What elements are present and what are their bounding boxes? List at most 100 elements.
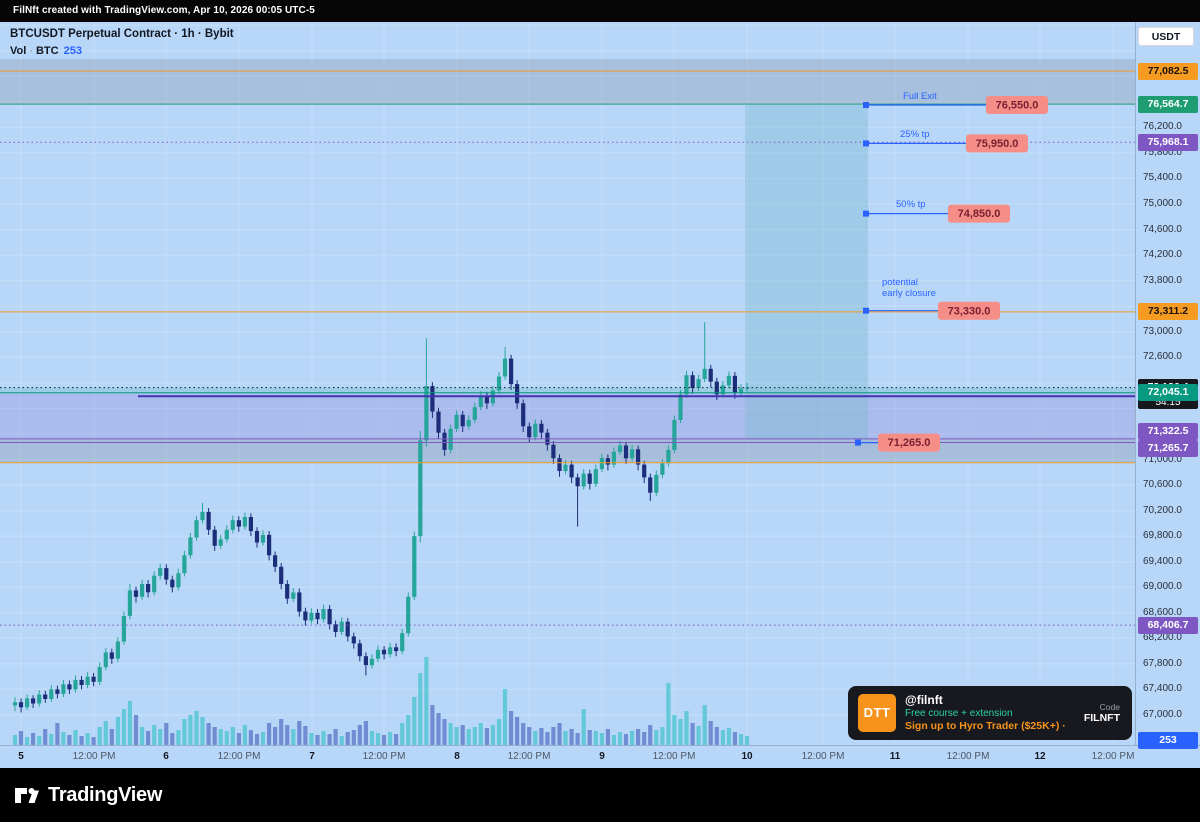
price-level-badge: 77,082.5	[1138, 62, 1198, 80]
trade-price-badge	[938, 301, 1000, 320]
price-level-badge: 73,311.2	[1138, 303, 1198, 321]
time-tick-label: 12:00 PM	[362, 751, 406, 762]
trade-line-handle	[863, 307, 869, 314]
trade-price-badge	[986, 96, 1048, 114]
price-tick-label: 69,000.0	[1143, 581, 1182, 593]
trade-annotation-full-exit[interactable]: Full Exit 76,550.0	[863, 91, 1048, 114]
time-tick-label: 11	[889, 751, 901, 762]
svg-text:76,550.0: 76,550.0	[996, 100, 1039, 112]
trade-price-badge	[948, 204, 1010, 223]
trade-price-badge	[966, 134, 1028, 153]
price-tick-label: 76,200.0	[1143, 121, 1182, 133]
time-tick-label: 12:00 PM	[801, 751, 845, 762]
price-tick-label: 70,600.0	[1143, 479, 1182, 491]
price-level-badge: 75,968.1	[1138, 133, 1198, 151]
trade-line-handle	[855, 439, 861, 446]
currency-toggle-usdt[interactable]: USDT	[1138, 27, 1194, 46]
price-tick-label: 74,600.0	[1143, 223, 1182, 235]
time-tick-label: 12:00 PM	[652, 751, 696, 762]
price-axis[interactable]: 76,200.0 75,800.0 75,400.0 75,000.0 74,600.0…	[1135, 22, 1200, 749]
promo-offer: Free course + extension	[905, 707, 1013, 719]
promo-text-block: @filnft Free course + extension Sign up …	[905, 693, 1075, 733]
price-tick-label: 70,200.0	[1143, 504, 1182, 516]
volume-currency: BTC	[35, 45, 59, 57]
trade-annotation-label: Full Exit	[903, 91, 937, 102]
candles-series	[12, 322, 750, 713]
dtt-logo: DTT	[858, 694, 896, 732]
price-level-badge: 71,322.5	[1138, 422, 1198, 440]
price-tick-label: 73,000.0	[1143, 325, 1182, 337]
tradingview-wordmark: TradingView	[48, 783, 163, 806]
time-tick-label: 7	[309, 751, 315, 762]
time-tick-label: 12:00 PM	[1091, 751, 1135, 762]
footer-bar: TradingView	[0, 768, 1200, 822]
price-tick-label: 67,800.0	[1143, 657, 1182, 669]
time-tick-label: 12	[1034, 751, 1046, 762]
price-chart-canvas[interactable]: Full Exit 76,550.0 25% tp 75,950.0 50% tp 74,…	[0, 0, 1135, 745]
price-tick-label: 75,400.0	[1143, 172, 1182, 184]
legend-separator: ·	[29, 45, 33, 57]
tradingview-logo-icon	[15, 788, 39, 803]
time-tick-label: 12:00 PM	[217, 751, 261, 762]
trade-price-badge	[878, 433, 940, 452]
svg-text:75,950.0: 75,950.0	[976, 138, 1019, 150]
price-tick-label: 69,400.0	[1143, 555, 1182, 567]
price-level-badge: 72,045.1	[1138, 384, 1198, 402]
projection-zone[interactable]	[745, 105, 868, 439]
time-tick-label: 12:00 PM	[507, 751, 551, 762]
price-tick-label: 75,000.0	[1143, 198, 1182, 210]
grid	[0, 22, 1135, 745]
price-level-badge: 68,406.7	[1138, 616, 1198, 634]
trade-annotation-stop[interactable]: 71,265.0	[855, 433, 940, 452]
attribution-bar: FilNft created with TradingView.com, Apr…	[0, 0, 1200, 22]
trade-annotation-label: 50% tp	[896, 199, 926, 210]
price-tick-label: 75,800.0	[1143, 146, 1182, 158]
price-tick-label: 69,800.0	[1143, 530, 1182, 542]
trade-annotation-tp-25[interactable]: 25% tp 75,950.0	[863, 129, 1028, 153]
trade-annotation-tp-50[interactable]: 50% tp 74,850.0	[863, 199, 1010, 223]
price-tick-label: 67,400.0	[1143, 683, 1182, 695]
price-level-badge: 76,564.7	[1138, 95, 1198, 113]
trade-line-handle	[863, 140, 869, 147]
volume-value: 253	[63, 45, 82, 57]
bar-countdown: 54:15	[1155, 397, 1181, 409]
chart-legend: BTCUSDT Perpetual Contract · 1h · Bybit …	[10, 28, 234, 57]
chart-area: Full Exit 76,550.0 25% tp 75,950.0 50% tp 74,…	[0, 0, 1200, 768]
promo-code-value: FILNFT	[1083, 711, 1120, 724]
price-tick-label: 72,600.0	[1143, 351, 1182, 363]
symbol-legend[interactable]: BTCUSDT Perpetual Contract · 1h · Bybit	[10, 28, 234, 40]
promo-banner[interactable]: DTT @filnft Free course + extension Sign…	[848, 686, 1132, 740]
zone-band	[0, 392, 1135, 439]
promo-code-block: Code FILNFT	[1084, 702, 1122, 725]
time-tick-label: 6	[163, 751, 169, 762]
volume-indicator-legend[interactable]: Vol · BTC 253	[10, 45, 234, 57]
svg-text:74,850.0: 74,850.0	[958, 208, 1001, 220]
time-tick-label: 5	[18, 751, 24, 762]
time-tick-label: 9	[599, 751, 605, 762]
zone-band	[0, 387, 1135, 393]
trade-annotation-label: potential	[882, 277, 918, 288]
zone-band	[0, 59, 1135, 104]
promo-code-label: Code	[1099, 701, 1120, 712]
price-tick-label: 67,000.0	[1143, 708, 1182, 720]
price-tick-label: 74,200.0	[1143, 249, 1182, 261]
trade-annotation-label: 25% tp	[900, 129, 930, 140]
time-tick-label: 12:00 PM	[72, 751, 116, 762]
svg-text:73,330.0: 73,330.0	[948, 305, 991, 317]
price-tick-label: 68,200.0	[1143, 632, 1182, 644]
price-tick-label: 68,600.0	[1143, 606, 1182, 618]
volume-label: Vol	[10, 45, 27, 57]
promo-cta: Sign up to Hyro Trader ($25K+) ·	[905, 719, 1066, 732]
trade-annotation-label: early closure	[882, 288, 936, 299]
tradingview-logo[interactable]: TradingView	[13, 781, 162, 809]
price-level-badge: 253	[1138, 731, 1198, 749]
trade-line-handle	[863, 102, 869, 108]
time-tick-label: 10	[741, 751, 753, 762]
svg-text:71,265.0: 71,265.0	[888, 437, 931, 449]
trade-line-handle	[863, 210, 869, 217]
attribution-text: FilNft created with TradingView.com, Apr…	[13, 5, 315, 16]
time-axis[interactable]: 5 12:00 PM 6 12:00 PM 7 12:00 PM 8 12:00 PM 9 12:…	[0, 745, 1200, 768]
zone-band	[0, 438, 1135, 463]
